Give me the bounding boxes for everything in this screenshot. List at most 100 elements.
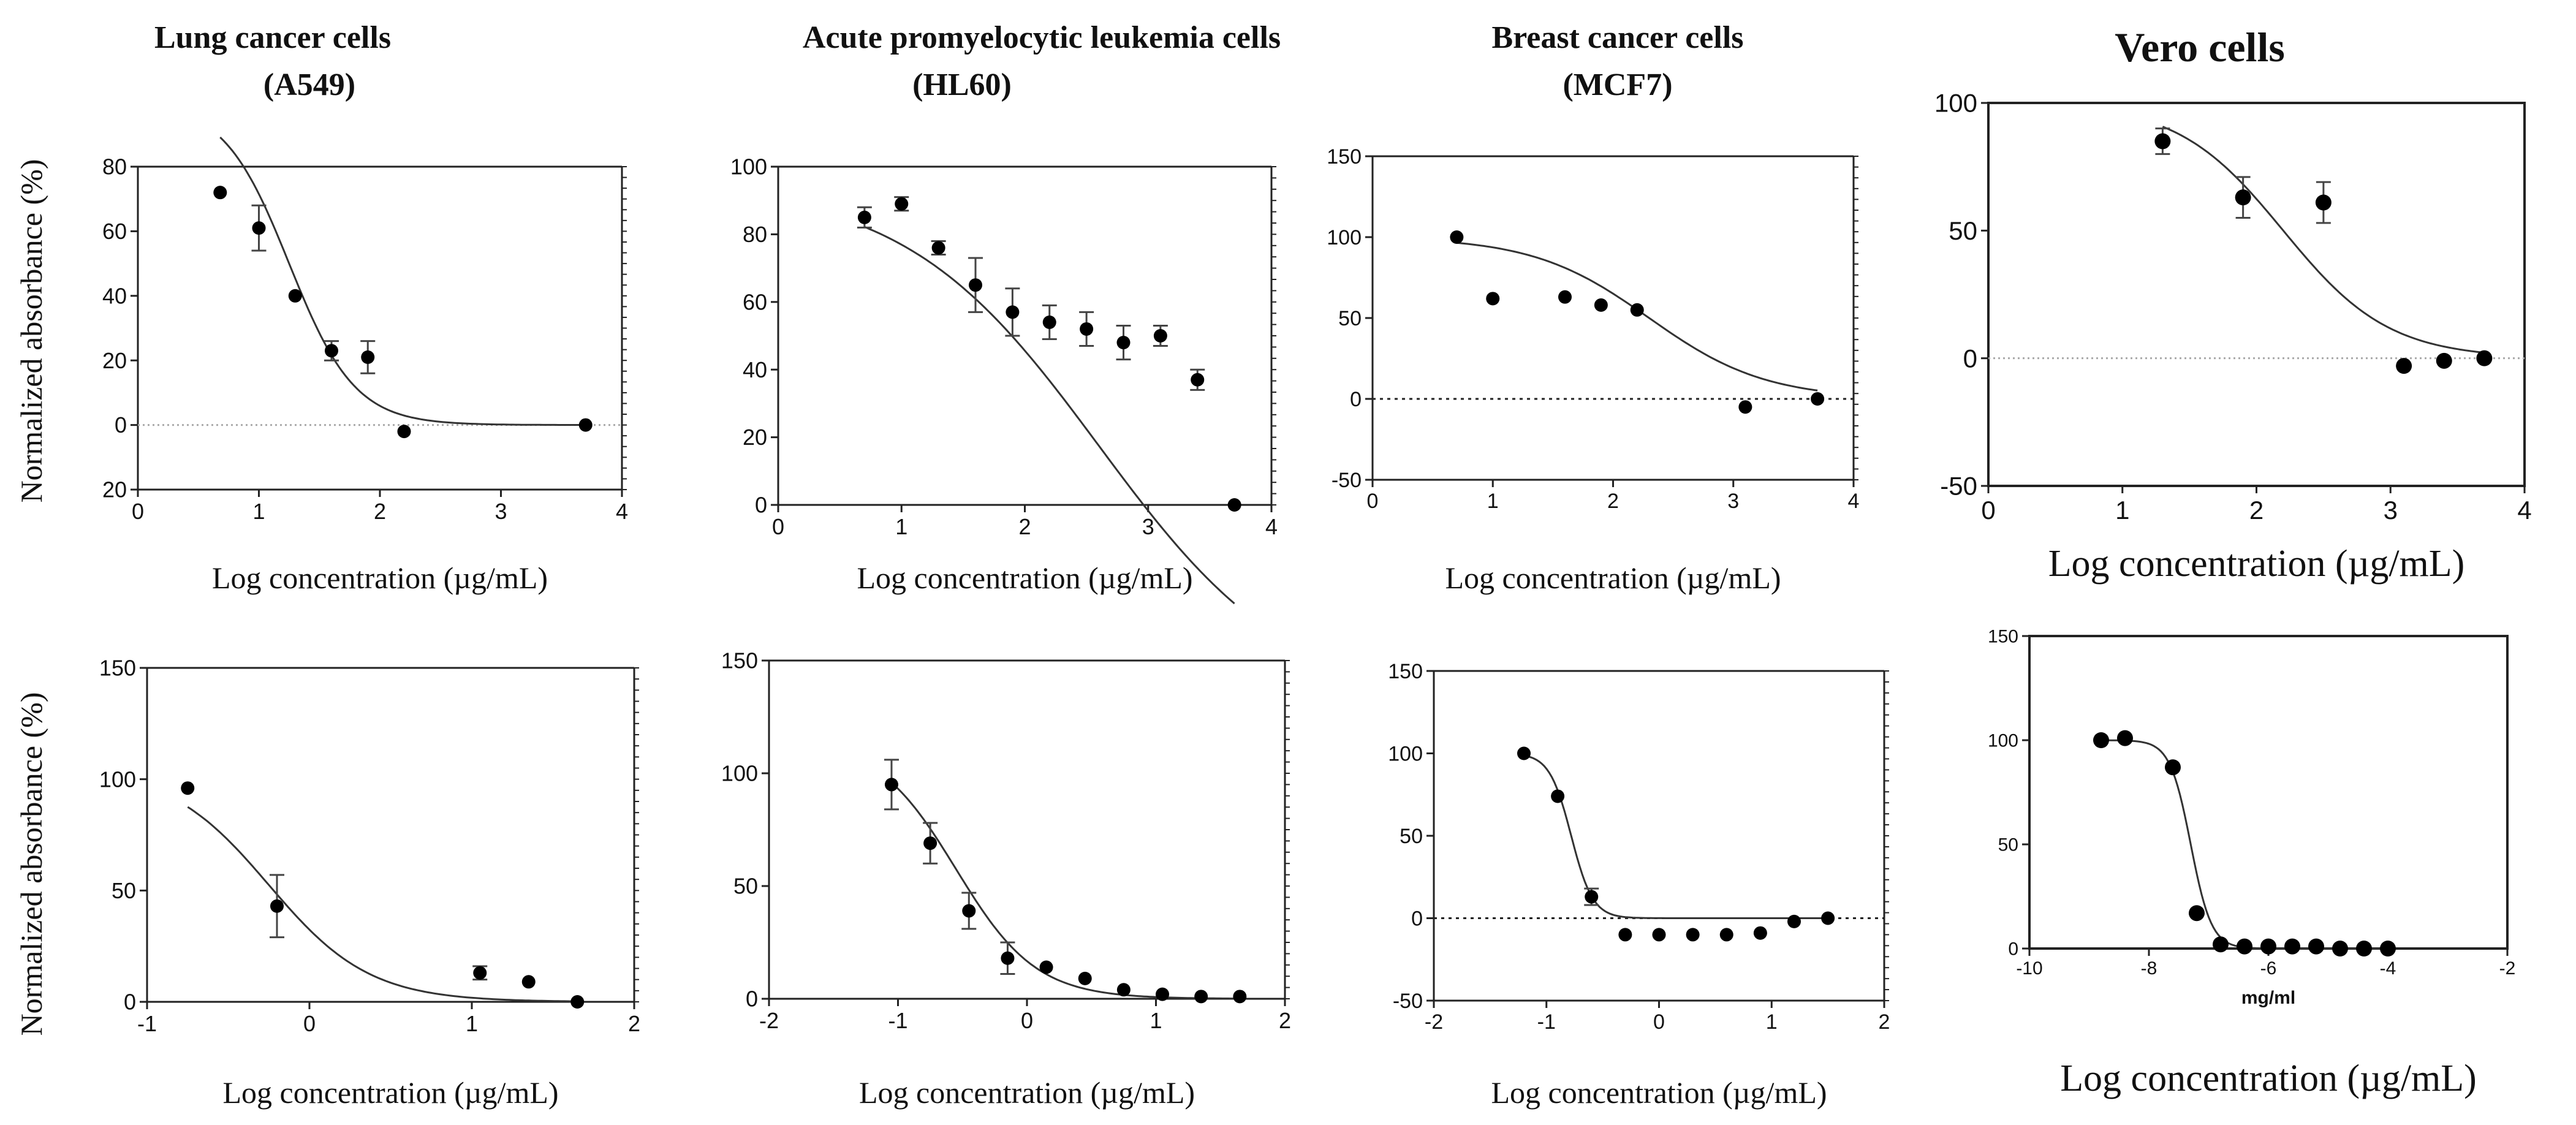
data-point [923,836,938,850]
data-point [1811,392,1825,406]
title-vero: Vero cells [2115,24,2285,70]
y-tick-label: 20 [743,425,767,450]
title-hl60-line2: (HL60) [912,67,1012,102]
x-axis-label: Log concentration (µg/mL) [1491,1075,1827,1110]
data-point [578,418,593,432]
data-point [1039,960,1053,974]
x-tick-label: -2 [759,1008,779,1033]
y-tick-label: 100 [721,761,758,786]
data-point [1080,322,1094,336]
x-tick-label: 3 [1142,514,1154,539]
fit-curve [187,806,578,1002]
x-tick-label: 1 [895,514,907,539]
data-point [270,899,284,913]
data-point [2476,350,2493,366]
x-tick-label: 4 [616,499,628,524]
data-point [1153,329,1167,343]
x-tick-label: 3 [1727,490,1739,513]
x-tick-label: 4 [1848,490,1860,513]
data-point [1116,336,1131,350]
y-tick-label: 20 [102,348,127,373]
y-tick-label: -50 [1940,472,1977,501]
x-tick-label: 0 [1367,490,1379,513]
data-point [2284,938,2300,955]
x-axis-label: Log concentration (µg/mL) [859,1075,1195,1110]
y-tick-label: 50 [1998,835,2018,855]
x-tick-label: -4 [2380,958,2396,979]
fit-curve [1523,754,1828,919]
y-tick-label: 0 [746,987,758,1012]
x-tick-label: 2 [2249,496,2263,525]
fit-curve [864,226,1235,605]
data-point [2235,189,2251,206]
x-tick-label: -10 [2016,958,2042,979]
x-tick-label: -1 [137,1011,157,1036]
x-axis-label: Log concentration (µg/mL) [1445,561,1781,595]
y-tick-label: 0 [2008,939,2018,960]
x-tick-label: 3 [2384,496,2398,525]
x-tick-label: 2 [1018,514,1031,539]
data-point [252,221,266,235]
title-a549-line1: Lung cancer cells [154,20,391,55]
data-point [1517,746,1531,760]
x-tick-label: 1 [466,1011,478,1036]
data-point [2380,941,2396,956]
data-point [2165,759,2181,776]
title-mcf7-line1: Breast cancer cells [1491,20,1743,55]
data-point [1006,305,1020,319]
x-tick-label: 1 [1150,1008,1162,1033]
x-tick-label: 4 [2517,496,2531,525]
data-point [1821,911,1835,925]
y-tick-label: 0 [124,990,136,1015]
x-tick-label: -1 [888,1008,907,1033]
y-tick-label: 20 [102,477,127,502]
data-point [521,975,536,989]
data-point [1686,928,1700,942]
fit-curve [2162,126,2485,354]
y-tick-label: 0 [115,412,127,438]
y-tick-label: 150 [1988,627,2018,647]
chart-hl60_bottom: -2 -1 0 1 2 0 50 100 150 Log concentration (µg/mL… [721,648,1291,1110]
data-point [2315,194,2332,211]
ylabel-top: Normalized absorbance (%) [14,159,48,503]
data-point [962,904,976,918]
data-point [1594,298,1608,312]
x-tick-label: 1 [1766,1010,1778,1034]
x-tick-label: 3 [494,499,507,524]
y-tick-label: -50 [1332,469,1362,492]
x-tick-label: -1 [1537,1010,1556,1034]
data-point [884,778,898,792]
data-point [969,278,982,292]
data-point [931,241,945,255]
y-tick-label: 0 [1963,344,1977,373]
x-axis-label: Log concentration (µg/mL) [2060,1058,2477,1099]
data-point [361,350,375,364]
title-mcf7-line2: (MCF7) [1563,67,1672,102]
data-point [397,425,411,439]
data-point [2356,941,2372,956]
y-tick-label: 50 [1400,825,1423,848]
data-point [1042,315,1056,329]
y-tick-label: -50 [1393,990,1423,1013]
x-tick-label: 2 [628,1011,640,1036]
data-point [1078,971,1092,985]
ylabel-bottom: Normalized absorbance (%) [14,692,48,1036]
y-tick-label: 100 [1988,731,2018,751]
data-point [1194,990,1208,1004]
data-point [1585,890,1599,904]
data-point [1753,926,1767,940]
x-tick-label: -6 [2260,958,2277,979]
y-tick-label: 150 [99,656,136,681]
data-point [213,186,227,200]
data-point [2396,358,2412,374]
data-point [1191,373,1205,387]
data-point [2154,133,2171,150]
y-tick-label: 100 [1388,742,1423,765]
data-point [1652,928,1666,942]
data-point [1558,290,1572,304]
